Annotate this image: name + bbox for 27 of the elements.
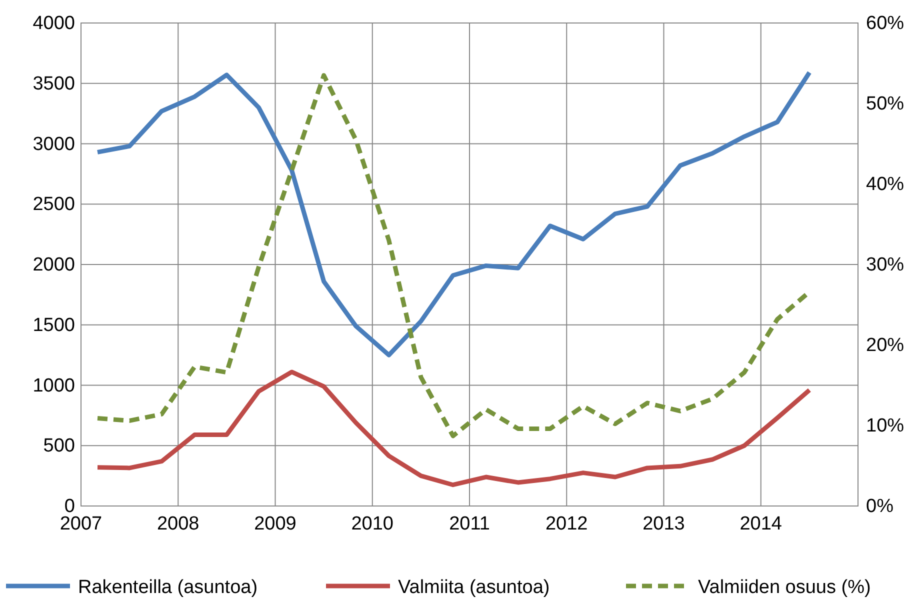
x-tick-label: 2011 [449, 513, 490, 534]
x-tick-label: 2013 [642, 513, 685, 534]
x-tick-label: 2010 [351, 513, 394, 534]
legend-label: Rakenteilla (asuntoa) [78, 577, 258, 598]
y-tick-label: 1500 [32, 314, 75, 336]
y-tick-label: 1000 [32, 375, 75, 396]
y-tick-label: 500 [43, 436, 75, 457]
line-series [95, 70, 812, 358]
legend-label: Valmiiden osuus (%) [698, 577, 871, 598]
line-series [95, 370, 812, 488]
y2-tick-label: 50% [866, 94, 904, 115]
y2-tick-label: 10% [866, 416, 904, 437]
y-tick-label: 2500 [32, 194, 75, 216]
x-tick-label: 2009 [254, 513, 296, 534]
y-tick-label: 2000 [32, 254, 75, 276]
y2-tick-label: 40% [866, 174, 904, 196]
x-tick-label: 2014 [740, 513, 782, 534]
y2-tick-label: 0% [866, 496, 894, 518]
y-tick-label: 3000 [32, 134, 75, 155]
y2-tick-label: 30% [866, 254, 904, 276]
y2-tick-label: 60% [866, 13, 904, 34]
y-tick-label: 4000 [32, 13, 75, 34]
y2-tick-label: 20% [866, 335, 904, 356]
legend-label: Valmiita (asuntoa) [398, 577, 550, 598]
x-tick-label: 2012 [545, 513, 588, 534]
x-tick-label: 2008 [156, 513, 200, 534]
y-tick-label: 3500 [32, 73, 75, 94]
